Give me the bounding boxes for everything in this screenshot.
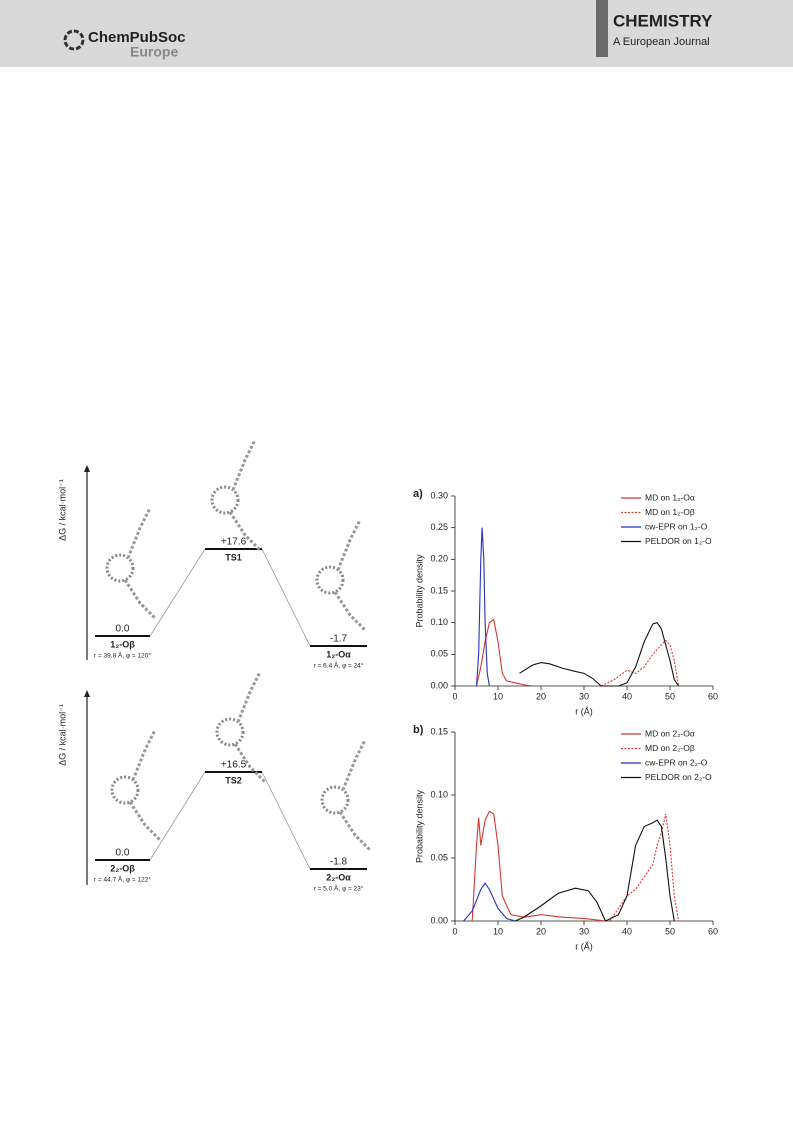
molecule bbox=[131, 729, 157, 781]
geometry: r = 44.7 Å, φ = 122° bbox=[94, 875, 151, 884]
state-name: TS2 bbox=[225, 775, 242, 785]
x-tick-label: 50 bbox=[665, 926, 675, 936]
connector bbox=[149, 548, 206, 637]
y-tick-label: 0.20 bbox=[430, 554, 448, 564]
y-tick-label: 0.25 bbox=[430, 522, 448, 532]
molecule bbox=[341, 739, 367, 791]
y-tick-label: 0.00 bbox=[430, 680, 448, 690]
connector bbox=[149, 771, 206, 861]
state-name: 2₂-Oβ bbox=[110, 863, 135, 873]
y-tick-label: 0.10 bbox=[430, 617, 448, 627]
state-name: TS1 bbox=[225, 552, 242, 562]
x-tick-label: 20 bbox=[536, 926, 546, 936]
x-tick-label: 30 bbox=[579, 926, 589, 936]
geometry: r = 5.0 Å, φ = 23° bbox=[314, 884, 364, 893]
molecule bbox=[210, 485, 240, 515]
molecule bbox=[123, 579, 157, 620]
legend-label: PELDOR on 2₂-O bbox=[645, 772, 712, 782]
legend-label: PELDOR on 1₂-O bbox=[645, 536, 712, 546]
x-tick-label: 60 bbox=[708, 691, 718, 701]
molecule bbox=[215, 717, 245, 747]
state-name: 1₂-Oβ bbox=[110, 639, 135, 649]
molecule bbox=[338, 811, 372, 852]
x-tick-label: 0 bbox=[452, 926, 457, 936]
energy-axis-label: ΔG / kcal·mol⁻¹ bbox=[57, 479, 67, 541]
y-tick-label: 0.00 bbox=[430, 915, 448, 925]
journal-bar bbox=[596, 0, 608, 57]
data-line bbox=[609, 813, 680, 922]
data-line bbox=[463, 882, 516, 922]
legend-label: MD on 1₂-Oβ bbox=[645, 507, 695, 517]
molecule bbox=[315, 565, 345, 595]
x-tick-label: 10 bbox=[493, 926, 503, 936]
journal-subtitle: A European Journal bbox=[613, 36, 710, 48]
y-tick-label: 0.30 bbox=[430, 490, 448, 500]
molecule bbox=[233, 743, 267, 784]
publisher-region: Europe bbox=[130, 44, 178, 60]
data-line bbox=[519, 622, 680, 687]
publisher: ChemPubSoc bbox=[88, 29, 186, 46]
x-tick-label: 30 bbox=[579, 691, 589, 701]
legend-label: cw-EPR on 1₂-O bbox=[645, 521, 708, 531]
data-line bbox=[514, 819, 675, 922]
data-line bbox=[471, 810, 606, 922]
logo-icon bbox=[63, 29, 85, 51]
x-tick-label: 40 bbox=[622, 691, 632, 701]
data-line bbox=[600, 639, 680, 687]
geometry: r = 6.4 Å, φ = 24° bbox=[314, 661, 364, 670]
journal: CHEMISTRY bbox=[613, 11, 713, 30]
panel-label: b) bbox=[413, 724, 424, 736]
x-tick-label: 50 bbox=[665, 691, 675, 701]
energy-value: +17.6 bbox=[221, 537, 247, 548]
connector bbox=[261, 548, 311, 647]
molecule bbox=[105, 553, 135, 583]
molecule bbox=[333, 591, 367, 632]
y-axis-label: Probability density bbox=[414, 554, 424, 628]
connector bbox=[261, 771, 311, 870]
geometry: r = 39.8 Å, φ = 120° bbox=[94, 651, 151, 660]
molecule bbox=[236, 671, 262, 723]
header-band bbox=[0, 0, 793, 67]
y-tick-label: 0.15 bbox=[430, 585, 448, 595]
x-tick-label: 40 bbox=[622, 926, 632, 936]
molecule bbox=[336, 519, 362, 571]
axis-arrow bbox=[84, 465, 90, 472]
molecule bbox=[126, 507, 152, 559]
energy-value: 0.0 bbox=[116, 848, 130, 859]
state-name: 2₂-Oα bbox=[326, 872, 351, 882]
legend-label: cw-EPR on 2₂-O bbox=[645, 757, 708, 767]
molecule bbox=[110, 775, 140, 805]
y-tick-label: 0.05 bbox=[430, 649, 448, 659]
x-tick-label: 0 bbox=[452, 691, 457, 701]
y-axis-label: Probability density bbox=[414, 789, 424, 863]
data-line bbox=[475, 618, 533, 687]
y-tick-label: 0.05 bbox=[430, 852, 448, 862]
molecule bbox=[231, 439, 257, 491]
y-tick-label: 0.15 bbox=[430, 726, 448, 736]
energy-value: 0.0 bbox=[116, 624, 130, 635]
y-tick-label: 0.10 bbox=[430, 789, 448, 799]
molecule bbox=[128, 801, 162, 842]
x-axis-label: r (Å) bbox=[575, 706, 593, 716]
axis-arrow bbox=[84, 690, 90, 697]
energy-value: -1.8 bbox=[330, 857, 348, 868]
state-name: 1₂-Oα bbox=[326, 649, 351, 659]
data-line bbox=[475, 527, 490, 687]
x-axis-label: r (Å) bbox=[575, 941, 593, 951]
energy-axis-label: ΔG / kcal·mol⁻¹ bbox=[57, 704, 67, 766]
legend-label: MD on 1₂-Oα bbox=[645, 492, 695, 502]
legend-label: MD on 2₂-Oα bbox=[645, 728, 695, 738]
x-tick-label: 20 bbox=[536, 691, 546, 701]
x-tick-label: 10 bbox=[493, 691, 503, 701]
energy-value: -1.7 bbox=[330, 634, 348, 645]
molecule bbox=[320, 785, 350, 815]
energy-value: +16.5 bbox=[221, 760, 247, 771]
molecule bbox=[228, 511, 262, 552]
panel-label: a) bbox=[413, 488, 423, 500]
legend-label: MD on 2₂-Oβ bbox=[645, 743, 695, 753]
x-tick-label: 60 bbox=[708, 926, 718, 936]
